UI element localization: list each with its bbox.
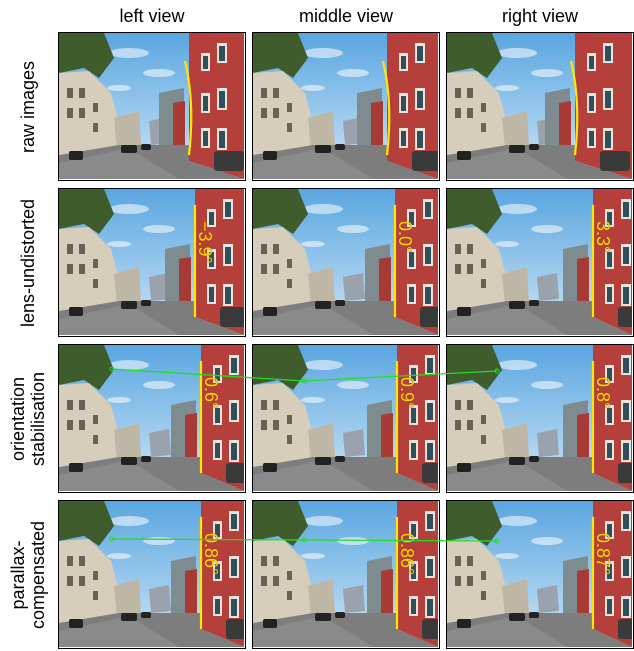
street-photo-right-row4: 0.87° <box>446 500 634 649</box>
row-label-parallax-text: parallax- compensated <box>8 520 49 629</box>
column-header-middle: middle view <box>298 6 394 26</box>
row-label-raw-text: raw images <box>18 60 38 153</box>
column-header-left: left view <box>119 6 185 26</box>
street-photo-right-row1 <box>446 32 634 181</box>
street-photo-right-row3: 0.8° <box>446 344 634 493</box>
tilt-angle-label: −3.9° <box>195 221 215 264</box>
street-photo-left-row1 <box>58 32 246 181</box>
row-label-orientation-text: orientation stabilisation <box>8 371 48 466</box>
tilt-angle-label: 0.86° <box>201 533 221 576</box>
row-label-orientation: orientation stabilisation <box>0 344 56 493</box>
column-header-right: right view <box>501 6 579 26</box>
tilt-angle-label: 0.0° <box>395 221 415 254</box>
row-label-parallax: parallax- compensated <box>0 500 56 649</box>
street-photo-middle-row4: 0.86° <box>252 500 440 649</box>
tilt-angle-label: 0.9° <box>397 377 417 410</box>
row-label-undistorted: lens-undistorted <box>0 188 56 337</box>
street-photo-middle-row2: 0.0° <box>252 188 440 337</box>
tilt-angle-label: 0.6° <box>201 377 221 410</box>
tilt-angle-label: 3.3° <box>593 221 613 254</box>
tilt-angle-label: 0.8° <box>593 377 613 410</box>
street-photo-middle-row1 <box>252 32 440 181</box>
row-label-undistorted-text: lens-undistorted <box>18 198 39 327</box>
street-photo-left-row3: 0.6° <box>58 344 246 493</box>
street-photo-left-row4: 0.86° <box>58 500 246 649</box>
street-photo-right-row2: 3.3° <box>446 188 634 337</box>
tilt-angle-label: 0.87° <box>593 533 613 576</box>
row-label-raw: raw images <box>0 32 56 181</box>
tilt-angle-label: 0.86° <box>397 533 417 576</box>
street-photo-left-row2: −3.9° <box>58 188 246 337</box>
street-photo-middle-row3: 0.9° <box>252 344 440 493</box>
